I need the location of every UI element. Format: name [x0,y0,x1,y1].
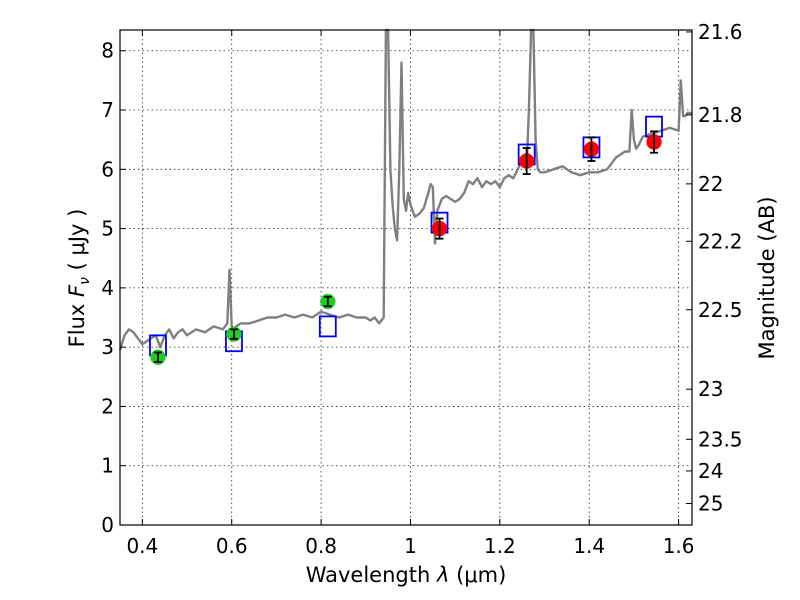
y-tick-label: 1 [101,454,114,478]
y2-tick-label: 21.8 [698,103,743,127]
y-tick-label: 7 [101,98,114,122]
y-tick-label: 2 [101,394,114,418]
y-axis-label-symbol: F [65,284,89,297]
y-tick-label: 5 [101,217,114,241]
grid-layer [120,30,692,526]
y-axis-label-subscript: ν [77,277,93,285]
x-tick-label: 0.8 [305,534,337,558]
x-tick-label: 0.4 [126,534,158,558]
marker-layer [149,115,663,365]
y2-tick-label: 23.5 [698,427,743,451]
y-tick-label: 4 [101,276,114,300]
x-axis-label: Wavelength λ (μm) [306,563,507,587]
y-tick-label: 6 [101,157,114,181]
y2-tick-label: 22 [698,172,723,196]
plot-frame [119,29,693,526]
y2-axis-label: Magnitude (AB) [755,196,779,359]
x-tick-label: 1.2 [484,534,516,558]
spectrum-line [118,28,692,351]
x-axis-label-unit: (μm) [449,563,506,587]
y-axis-label: Flux Fν ( μJy ) [65,209,93,348]
y-tick-label: 3 [101,335,114,359]
y2-tick-label: 25 [698,491,723,515]
y2-tick-label: 21.6 [698,20,743,44]
y-axis-label-text: Flux [65,297,89,347]
y2-tick-label: 24 [698,459,723,483]
y-tick-label: 0 [101,513,114,537]
y2-tick-label: 22.2 [698,229,743,253]
x-axis-label-symbol: λ [436,563,449,587]
x-axis-label-text: Wavelength [306,563,437,587]
y2-tick-label: 23 [698,377,723,401]
x-tick-label: 1.4 [573,534,605,558]
spectrum-layer [118,28,692,351]
x-tick-label: 0.6 [216,534,248,558]
x-tick-label: 1.6 [663,534,695,558]
model-box [318,315,337,338]
axis-layer: 0.4 0.6 0.8 1 1.2 1.4 1.601234567821.621.82222… [101,20,742,558]
y-tick-label: 8 [101,39,114,63]
x-tick-label: 1 [404,534,417,558]
y-axis-label-unit: ( μJy ) [65,209,89,277]
y2-tick-label: 22.5 [698,298,743,322]
